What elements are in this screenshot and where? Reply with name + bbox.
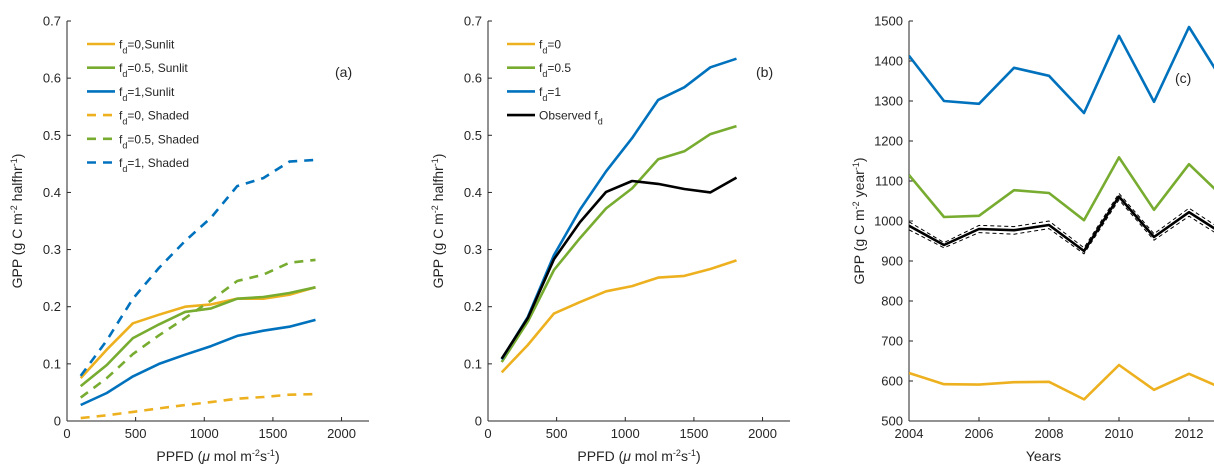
legend-entry: fd=1,Sunlit [119,85,175,103]
panel-c-chart: 2004 2006 2008 2010 2012 500 600 700 800 900 1000 1… [851,14,1214,464]
y-tick-label: 0.3 [43,242,61,257]
y-tick-label: 600 [881,374,903,389]
y-tick-label: 0.5 [43,128,61,143]
series-line-2 [80,318,316,407]
x-tick-label: 0 [484,426,491,441]
x-tick-label: 2000 [327,426,356,441]
series-line-0 [79,286,316,379]
panel-b-chart: 0 500 1000 1500 2000 0 0.1 0.2 0.3 0.4 0.5 0.6 0.7 PP… [430,14,790,464]
panel-a-chart: 0 500 1000 1500 2000 0 0.1 0.2 0.3 0.4 0.5 0.6 0.7 PP… [9,14,369,464]
series-line-1 [500,124,737,363]
y-tick-label: 1000 [874,214,903,229]
y-axis-label: GPP (g C m-2 halfhr-1) [9,154,25,289]
panel-a-series [79,158,316,420]
y-tick-label: 0.6 [464,71,482,86]
y-tick-label: 0.4 [43,185,61,200]
x-tick-label: 1000 [190,426,219,441]
y-tick-label: 0.1 [464,356,482,371]
panel-c-axes: 2004 2006 2008 2010 2012 500 600 700 800 900 1000 1… [851,14,1214,464]
x-tick-label: 1500 [679,426,708,441]
x-tick-label: 2004 [895,426,924,441]
series-line-0 [909,25,1214,115]
y-tick-label: 1400 [874,54,903,69]
y-tick-label: 1100 [875,174,903,189]
x-tick-label: 2008 [1035,426,1064,441]
y-tick-label: 0.3 [464,242,482,257]
y-axis-label: GPP (g C m-2 halfhr-1) [430,154,446,289]
y-tick-label: 0.4 [464,185,482,200]
y-axis-label: GPP (g C m-2 year-1) [851,157,867,284]
y-tick-label: 500 [881,414,903,429]
y-tick-label: 0 [54,414,61,429]
y-tick-label: 0.5 [464,128,482,143]
y-tick-label: 0.6 [43,71,61,86]
legend-entry: Observed fd [539,109,603,127]
x-tick-label: 2010 [1105,426,1134,441]
y-tick-label: 900 [881,254,903,269]
legend-entry: fd=0, Shaded [119,109,189,127]
y-tick-label: 1200 [874,134,903,149]
y-tick-label: 1300 [874,94,903,109]
y-tick-label: 0.7 [43,14,61,29]
x-axis-label: Years [1026,448,1061,464]
series-line-5 [909,363,1214,401]
legend-entry: fd=0.5, Shaded [119,132,199,150]
series-line-3 [500,176,738,360]
panel-c-series [909,25,1214,401]
panel-b-legend: fd=0 fd=0.5 fd=1 Observed fd [507,38,603,127]
x-tick-label: 1500 [258,426,287,441]
legend-entry: fd=0.5, Sunlit [119,61,188,79]
legend-entry: fd=1 [539,85,561,103]
x-tick-label: 0 [63,426,70,441]
series-line-5 [79,158,316,377]
y-tick-label: 700 [881,334,903,349]
series-line-1 [79,286,316,388]
y-tick-label: 0.2 [43,299,61,314]
x-tick-label: 500 [125,426,147,441]
y-tick-label: 800 [881,294,903,309]
panel-a-legend: fd=0,Sunlit fd=0.5, Sunlit fd=1,Sunlit fd=0… [87,38,199,174]
series-line-4 [79,258,316,399]
observed-lower-bound-line [909,199,1214,255]
y-tick-label: 0.2 [464,299,482,314]
legend-entry: fd=0.5 [539,61,571,79]
x-tick-label: 2006 [965,426,994,441]
x-tick-label: 500 [546,426,568,441]
panel-tag: (a) [335,64,352,80]
legend-entry: fd=0,Sunlit [119,38,175,56]
panel-b-series [500,57,738,374]
y-tick-label: 0 [475,414,482,429]
panel-tag: (c) [1175,70,1191,86]
x-tick-label: 2000 [748,426,777,441]
x-tick-label: 2012 [1175,426,1204,441]
legend-entry: fd=1, Shaded [119,156,189,174]
panel-b-axes: 0 500 1000 1500 2000 0 0.1 0.2 0.3 0.4 0.5 0.6 0.7 PP… [430,14,790,464]
panel-tag: (b) [756,64,773,80]
series-line-0 [500,259,737,374]
series-line-1 [909,156,1214,222]
x-axis-label: PPFD (μ mol m-2s-1) [156,448,279,464]
y-tick-label: 0.7 [464,14,482,29]
series-line-2 [500,57,737,360]
panel-a-axes: 0 500 1000 1500 2000 0 0.1 0.2 0.3 0.4 0.5 0.6 0.7 PP… [9,14,369,464]
y-tick-label: 0.1 [43,356,61,371]
series-line-2 [909,195,1214,253]
x-axis-label: PPFD (μ mol m-2s-1) [577,448,700,464]
y-tick-label: 1500 [874,14,903,29]
x-tick-label: 1000 [611,426,640,441]
series-line-3 [80,392,316,420]
legend-entry: fd=0 [539,38,561,56]
